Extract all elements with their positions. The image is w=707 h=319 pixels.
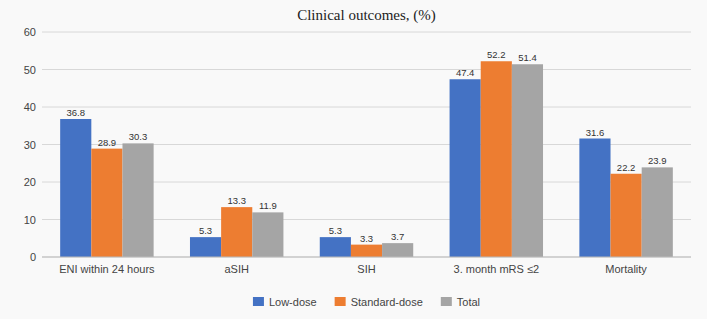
bar — [450, 79, 481, 257]
legend: Low-dose Standard-dose Total — [253, 296, 480, 308]
x-tick-label: Mortality — [605, 263, 647, 275]
data-label: 3.3 — [360, 233, 373, 244]
y-tick-label: 40 — [24, 101, 36, 113]
grid-line — [42, 32, 691, 33]
y-tick-label: 10 — [24, 214, 36, 226]
data-label: 52.2 — [487, 49, 506, 60]
data-label: 11.9 — [259, 200, 277, 211]
x-axis-line — [42, 257, 691, 258]
x-tick-label: ENI within 24 hours — [59, 263, 155, 275]
bar — [351, 245, 382, 257]
x-tick-label: SIH — [357, 263, 375, 275]
data-label: 5.3 — [329, 225, 342, 236]
y-tick-label: 60 — [24, 26, 36, 38]
data-label: 23.9 — [648, 155, 667, 166]
data-label: 47.4 — [456, 67, 475, 78]
title: Clinical outcomes, (%) — [297, 7, 436, 24]
y-tick-label: 0 — [30, 251, 36, 263]
bar — [122, 143, 153, 257]
bar — [382, 243, 413, 257]
y-tick-label: 20 — [24, 176, 36, 188]
legend-label: Low-dose — [269, 296, 317, 308]
bar — [91, 149, 122, 257]
y-tick-label: 50 — [24, 64, 36, 76]
legend-label: Standard-dose — [351, 296, 423, 308]
legend-swatch — [335, 297, 346, 306]
bar — [579, 139, 610, 258]
bars — [60, 61, 673, 257]
bar — [190, 237, 221, 257]
x-tick-label: aSIH — [224, 263, 249, 275]
grid — [42, 32, 691, 257]
data-labels: 36.8 5.3 5.3 47.4 31.6 28.9 13.3 3.3 52.2 22.2 30.… — [66, 49, 666, 243]
chart: Clinical outcomes, (%) 0 10 20 30 40 50 60 36.8 5… — [0, 0, 707, 319]
data-label: 13.3 — [227, 195, 246, 206]
legend-swatch — [253, 297, 264, 306]
data-label: 28.9 — [98, 137, 117, 148]
grid-line — [42, 69, 691, 70]
bar — [481, 61, 512, 257]
y-tick-label: 30 — [24, 139, 36, 151]
legend-label: Total — [457, 296, 480, 308]
bar — [512, 64, 543, 257]
grid-line — [42, 257, 691, 258]
bar — [320, 237, 351, 257]
data-label: 5.3 — [199, 225, 212, 236]
bar — [60, 119, 91, 257]
bar — [611, 174, 642, 257]
data-label: 30.3 — [129, 131, 148, 142]
data-label: 51.4 — [518, 52, 537, 63]
bar — [252, 212, 283, 257]
x-tick-label: 3. month mRS ≤2 — [454, 263, 540, 275]
data-label: 22.2 — [617, 162, 636, 173]
legend-swatch — [441, 297, 452, 306]
data-label: 36.8 — [66, 107, 85, 118]
data-label: 3.7 — [391, 231, 404, 242]
data-label: 31.6 — [586, 127, 605, 138]
bar — [642, 167, 673, 257]
grid-line — [42, 107, 691, 108]
bar — [221, 207, 252, 257]
